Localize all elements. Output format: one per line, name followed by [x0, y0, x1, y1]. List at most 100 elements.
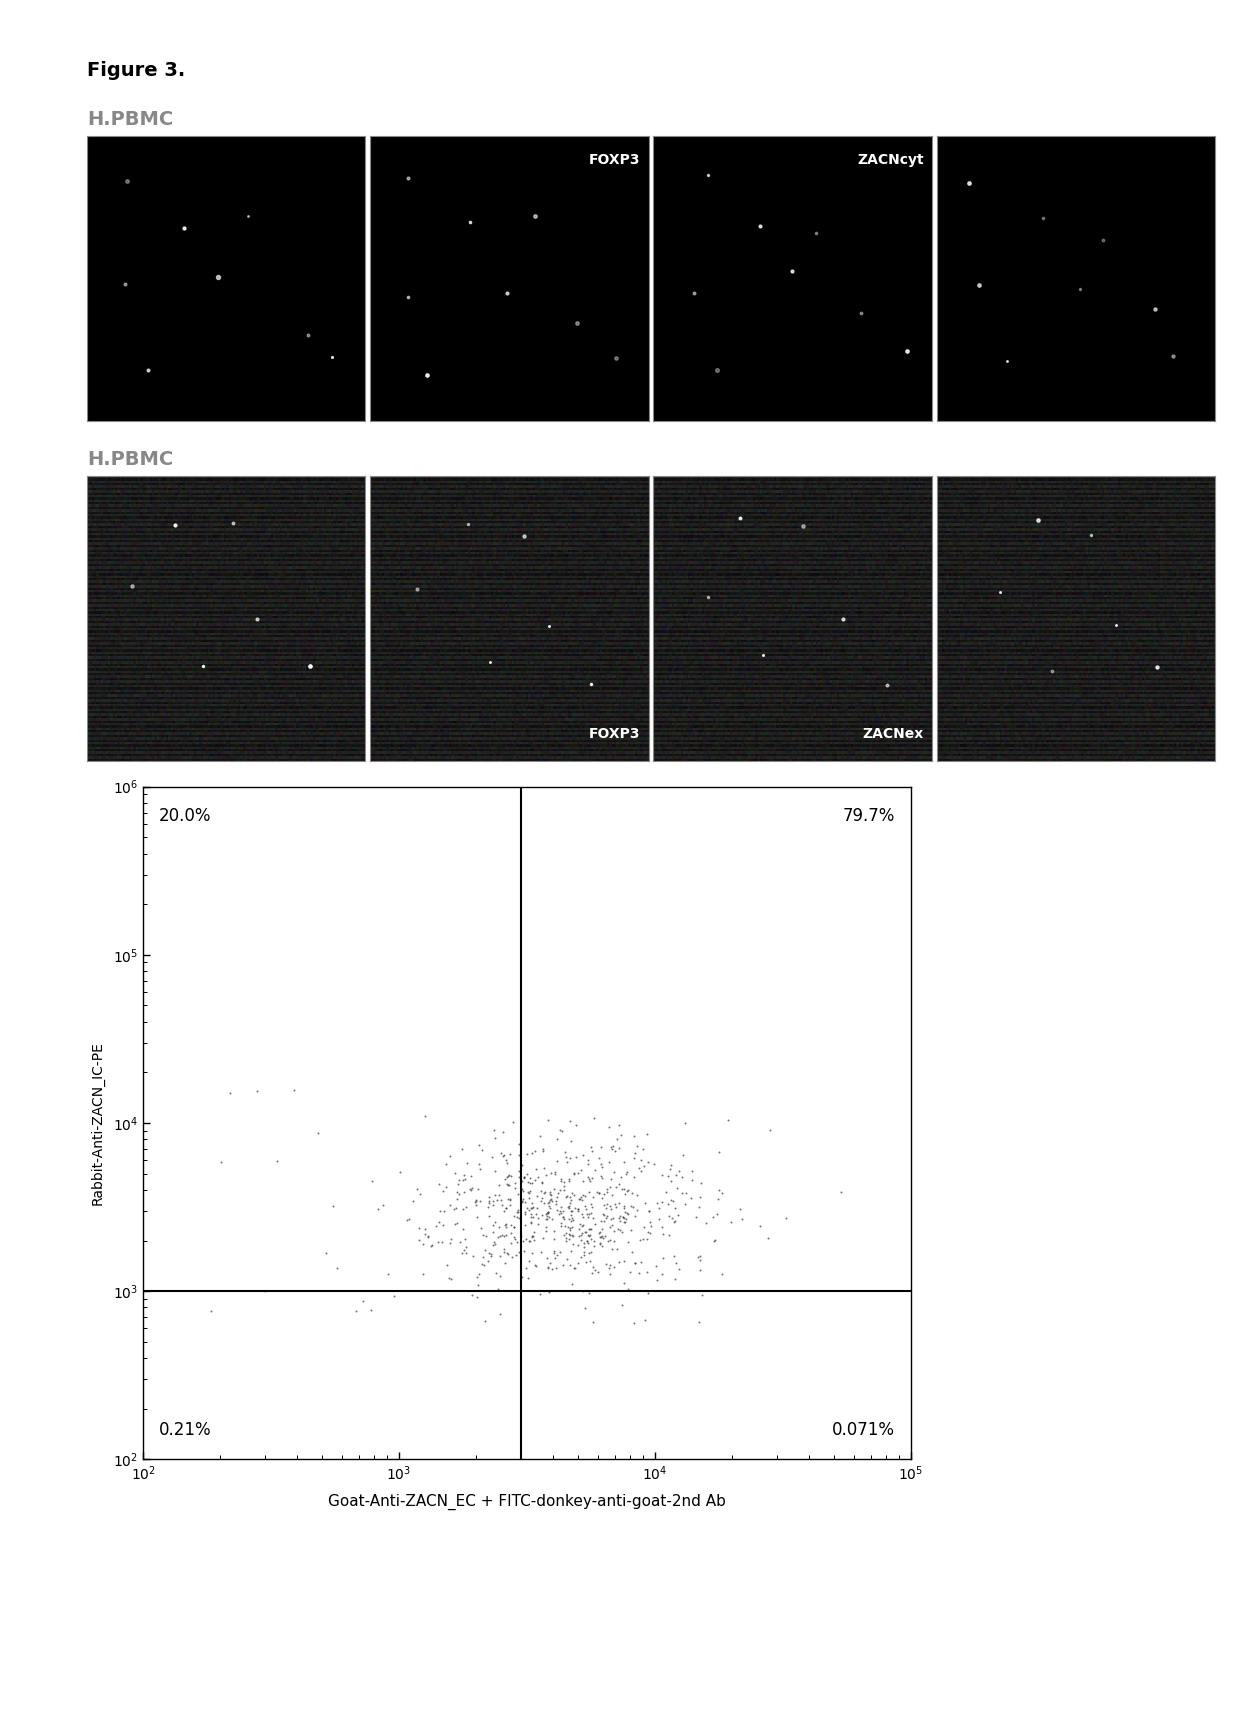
Point [578, 1145, 598, 1173]
Point [547, 1242, 567, 1270]
Point [593, 1216, 613, 1244]
Point [688, 1244, 708, 1271]
Point [482, 1230, 502, 1258]
Point [665, 1242, 684, 1270]
Point [557, 1245, 577, 1273]
Point [682, 1166, 702, 1194]
Point [603, 1132, 622, 1159]
Point [573, 1276, 593, 1304]
Point [689, 1256, 709, 1283]
Point [326, 1254, 346, 1282]
Point [547, 1195, 567, 1223]
Point [591, 1163, 611, 1190]
Point [523, 1194, 543, 1221]
Point [255, 1278, 275, 1306]
Point [505, 1202, 525, 1230]
Point [596, 1202, 616, 1230]
Point [501, 1220, 521, 1247]
Point [585, 1256, 605, 1283]
Point [600, 1133, 620, 1161]
Point [583, 1308, 603, 1335]
Text: FOXP3: FOXP3 [589, 154, 640, 167]
Point [598, 1178, 618, 1206]
Point [598, 1226, 618, 1254]
Point [601, 1164, 621, 1192]
Point [570, 1183, 590, 1211]
Point [508, 1197, 528, 1225]
Point [529, 1280, 549, 1308]
Point [508, 1239, 528, 1266]
Text: 79.7%: 79.7% [843, 807, 895, 825]
Point [481, 1240, 501, 1268]
Point [495, 1211, 515, 1239]
Point [546, 1254, 565, 1282]
Point [494, 1142, 513, 1170]
Point [569, 1249, 589, 1276]
Point [572, 1213, 591, 1240]
Point [573, 1202, 593, 1230]
Point [564, 1159, 584, 1187]
Point [429, 1170, 449, 1197]
Point [553, 1202, 573, 1230]
Point [668, 1201, 688, 1228]
Point [568, 1195, 588, 1223]
Point [582, 1199, 601, 1226]
Point [750, 1213, 770, 1240]
Point [422, 1233, 441, 1261]
Point [584, 1232, 604, 1259]
Point [489, 1213, 508, 1240]
Point [537, 1199, 557, 1226]
Point [560, 1208, 580, 1235]
Point [466, 1283, 486, 1311]
Point [526, 1252, 546, 1280]
Point [696, 1209, 715, 1237]
Point [403, 1187, 423, 1214]
Point [482, 1144, 502, 1171]
Point [466, 1202, 486, 1230]
Point [647, 1189, 667, 1216]
Point [547, 1147, 567, 1175]
Point [621, 1216, 641, 1244]
Point [662, 1204, 682, 1232]
Point [475, 1308, 495, 1335]
Point [522, 1140, 542, 1168]
Point [467, 1263, 487, 1290]
Point [624, 1194, 644, 1221]
Point [539, 1178, 559, 1206]
Point [665, 1208, 684, 1235]
Point [604, 1218, 624, 1245]
Point [440, 1192, 460, 1220]
Point [490, 1263, 510, 1290]
Point [546, 1159, 565, 1187]
Point [610, 1216, 630, 1244]
Point [552, 1116, 572, 1144]
Point [615, 1194, 635, 1221]
Point [552, 1213, 572, 1240]
Point [573, 1140, 593, 1168]
Point [559, 1225, 579, 1252]
Point [630, 1226, 650, 1254]
Point [625, 1249, 645, 1276]
Point [627, 1195, 647, 1223]
Point [521, 1209, 541, 1237]
Point [564, 1254, 584, 1282]
Point [465, 1189, 485, 1216]
Point [533, 1137, 553, 1164]
Point [484, 1218, 503, 1245]
Point [590, 1228, 610, 1256]
Point [532, 1201, 552, 1228]
Point [528, 1204, 548, 1232]
Point [565, 1254, 585, 1282]
Point [641, 1213, 661, 1240]
Point [539, 1192, 559, 1220]
Point [485, 1182, 505, 1209]
Point [510, 1204, 529, 1232]
Point [604, 1252, 624, 1280]
Point [316, 1240, 336, 1268]
Point [616, 1161, 636, 1189]
Point [675, 1109, 694, 1137]
Point [508, 1195, 528, 1223]
Point [528, 1209, 548, 1237]
Point [539, 1194, 559, 1221]
Point [549, 1116, 569, 1144]
